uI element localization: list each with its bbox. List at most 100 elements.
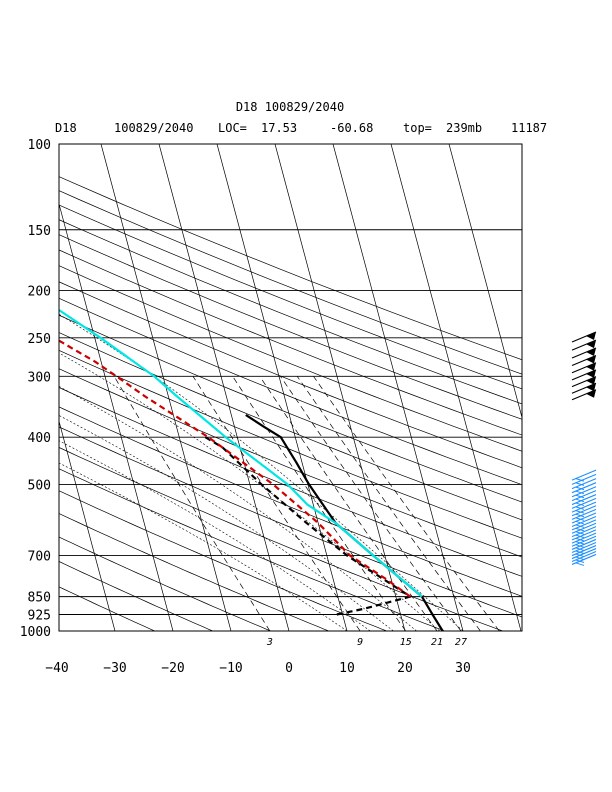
dry-adiabat-line: [59, 490, 387, 631]
wind-barb-lower: [571, 519, 597, 531]
chart-title: D18 100829/2040: [236, 100, 344, 114]
subtitle-station: D18: [55, 121, 77, 135]
pressure-tick-label: 250: [28, 332, 51, 347]
pressure-tick-label: 925: [28, 609, 51, 624]
dry-adiabat-line: [59, 234, 522, 420]
wind-barb-lower: [571, 526, 597, 538]
temperature-tick-label: −10: [219, 661, 242, 676]
mixing-ratio-line: [280, 376, 462, 631]
wind-barb-lower-tick: [575, 506, 585, 510]
isotherm-line: [448, 144, 522, 419]
dry-adiabat-line: [59, 447, 503, 631]
isotherm-line: [59, 202, 174, 631]
dry-adiabat-line: [59, 536, 271, 631]
wind-barb-lower: [571, 508, 597, 520]
isotherm-line: [216, 144, 348, 631]
dry-adiabat-line: [59, 332, 522, 521]
wind-barb-lower: [571, 553, 597, 565]
wind-barb-lower: [571, 482, 597, 494]
mixing-ratio-label: 27: [455, 637, 467, 648]
dry-adiabat-line: [59, 468, 445, 631]
wind-barb-lower: [571, 551, 597, 563]
wind-barb-upper-flag: [586, 369, 596, 378]
wind-barb-lower: [571, 515, 597, 527]
dry-adiabat-line: [59, 406, 522, 597]
subtitle-datetime: 100829/2040: [114, 121, 193, 135]
wind-barb-lower: [571, 497, 597, 509]
pressure-tick-label: 850: [28, 591, 51, 606]
wind-barb-lower: [571, 522, 597, 534]
wind-barb-lower: [571, 490, 597, 502]
moist-adiabat-line: [59, 462, 348, 631]
wind-barb-lower-tick: [575, 562, 585, 566]
wind-barb-upper-flag: [586, 383, 596, 392]
mixing-ratio-line: [313, 376, 500, 631]
wind-barb-lower: [571, 535, 597, 547]
dry-adiabat-line: [59, 265, 522, 452]
dry-adiabat-line: [59, 349, 522, 539]
wind-barb-lower-tick: [575, 498, 585, 503]
wind-barb-lower-tick: [575, 486, 585, 491]
isotherm-line: [332, 144, 464, 631]
dry-adiabat-line: [59, 368, 522, 558]
wind-barb-upper-flag: [586, 389, 596, 398]
pressure-tick-label: 700: [28, 550, 51, 565]
wind-barb-lower: [571, 469, 597, 481]
temperature-tick-label: −20: [161, 661, 184, 676]
wind-barb-lower: [571, 548, 597, 560]
wind-barb-upper-flag: [586, 347, 596, 356]
isotherm-line: [59, 419, 116, 631]
wind-barb-upper-flag: [586, 355, 596, 364]
wind-barb-lower: [571, 529, 597, 541]
dry-adiabat-line: [59, 249, 522, 436]
moist-adiabat-line: [59, 352, 441, 631]
profile-line: [245, 413, 444, 631]
dry-adiabat-line: [59, 513, 329, 631]
dry-adiabat-line: [59, 190, 522, 375]
mixing-ratio-line: [297, 376, 481, 631]
pressure-tick-label: 200: [28, 285, 51, 300]
wind-barb-lower: [571, 538, 597, 550]
temperature-tick-label: 10: [339, 661, 355, 676]
wind-barb-lower: [571, 486, 597, 498]
pressure-tick-label: 100: [28, 138, 51, 153]
isotherm-line: [390, 144, 522, 631]
subtitle-lat: 17.53: [261, 121, 297, 135]
wind-barb-upper-flag: [586, 331, 596, 340]
dry-adiabat-line: [59, 219, 522, 405]
temperature-tick-label: −30: [103, 661, 126, 676]
mixing-ratio-label: 9: [357, 637, 363, 648]
isotherm-line: [274, 144, 406, 631]
moist-adiabat-line: [59, 415, 394, 631]
dry-adiabat-line: [59, 387, 522, 577]
dry-adiabat-line: [59, 281, 522, 469]
wind-barb-upper-flag: [586, 362, 596, 371]
wind-barb-lower: [571, 542, 597, 554]
wind-barb-lower: [571, 532, 597, 544]
wind-barb-lower-tick: [575, 502, 585, 507]
subtitle-extra: 11187: [511, 121, 547, 135]
grid: [59, 144, 522, 631]
pressure-tick-label: 500: [28, 478, 51, 493]
wind-barb-lower: [571, 473, 597, 485]
wind-barb-lower: [571, 478, 597, 490]
mixing-ratio-label: 3: [266, 637, 273, 648]
dry-adiabat-line: [59, 176, 522, 361]
temperature-tick-label: 30: [455, 661, 471, 676]
moist-adiabat-line: [59, 386, 417, 631]
wind-barb-lower: [571, 545, 597, 557]
dry-adiabat-line: [59, 204, 522, 390]
wind-barb-lower: [571, 512, 597, 524]
subtitle-top-value: 239mb: [446, 121, 482, 135]
wind-barb-lower: [571, 505, 597, 517]
pressure-tick-label: 400: [28, 431, 51, 446]
chart-subtitle: D18 100829/2040 LOC= 17.53 -60.68 top= 2…: [55, 121, 547, 135]
wind-barb-lower-tick: [575, 482, 585, 486]
wind-barb-lower-tick: [575, 478, 585, 482]
moist-adiabat-line: [59, 313, 464, 631]
subtitle-top-label: top=: [403, 121, 432, 135]
mixing-ratio-line: [232, 376, 406, 631]
wind-barb-lower: [571, 501, 597, 513]
wind-barb-lower-tick: [575, 490, 585, 495]
